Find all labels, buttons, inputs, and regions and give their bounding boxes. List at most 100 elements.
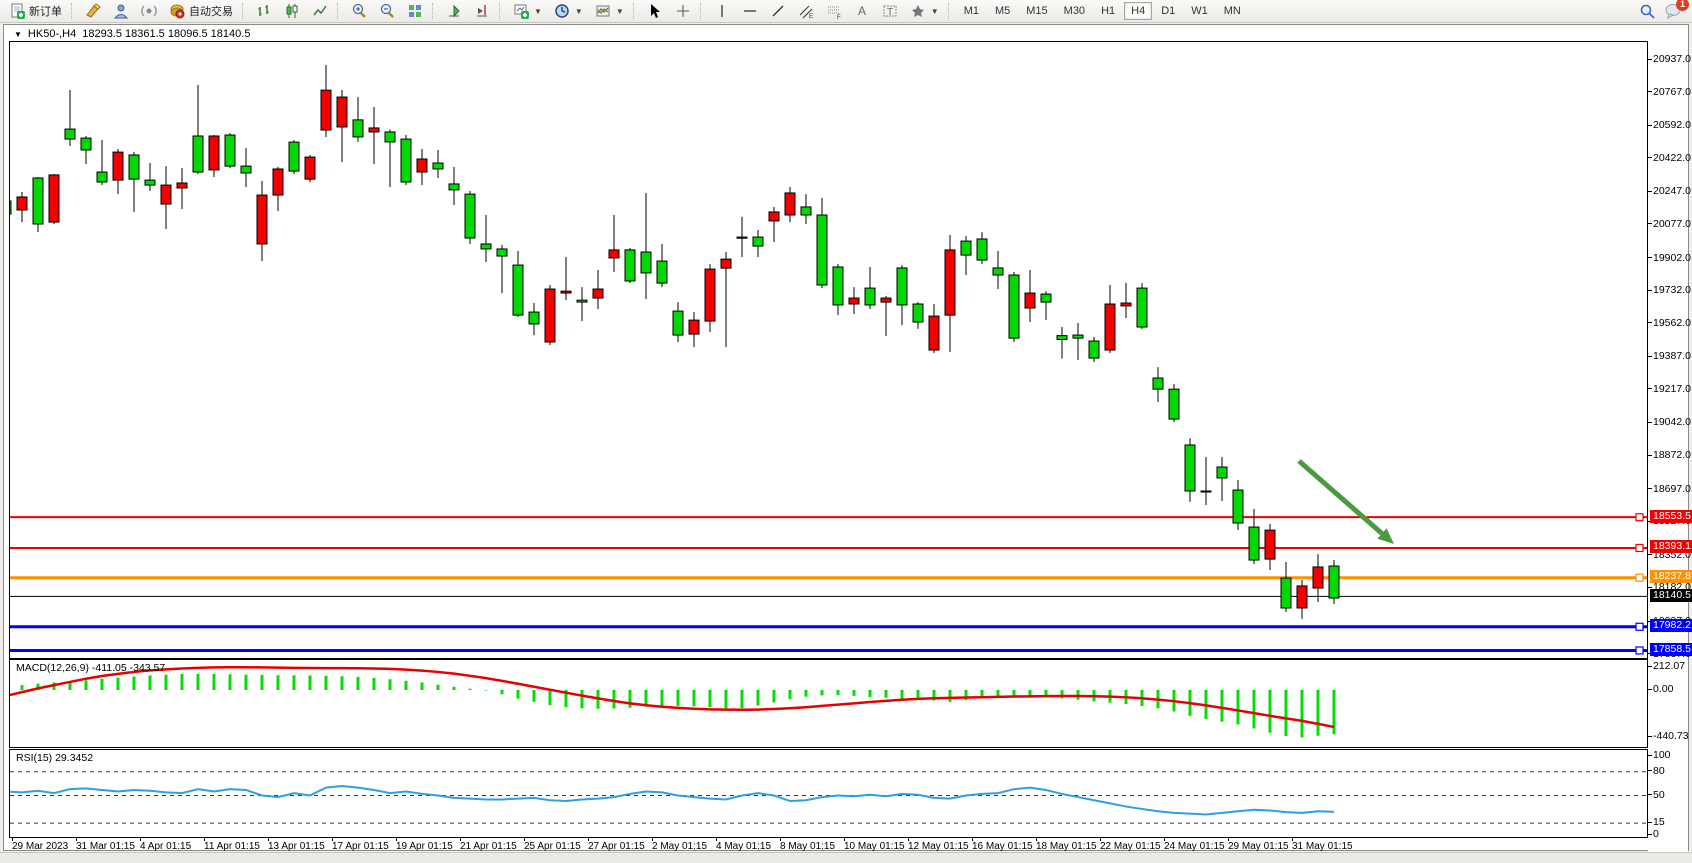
toolbar-separator — [337, 3, 342, 19]
time-tick-label: 8 May 01:15 — [780, 841, 836, 852]
chart-window: ▼ HK50-,H4 18293.5 18361.5 18096.5 18140… — [0, 24, 1692, 852]
axis-tick-label: 19902.0 — [1653, 251, 1691, 264]
chevron-down-icon: ▼ — [615, 6, 624, 16]
channel-tool-button[interactable]: E — [793, 1, 819, 21]
auto-scroll-button[interactable] — [441, 1, 467, 21]
text-tool-button[interactable]: A — [849, 1, 875, 21]
line-chart-mode-button[interactable] — [307, 1, 333, 21]
tile-windows-button[interactable] — [402, 1, 428, 21]
fibonacci-icon: F — [826, 3, 842, 19]
level-price-label: 18553.5 — [1650, 509, 1692, 523]
crosshair-tool-button[interactable] — [670, 1, 696, 21]
toolbar-separator — [632, 3, 638, 19]
zoom-in-icon — [351, 3, 367, 19]
timeframe-m5[interactable]: M5 — [994, 5, 1011, 17]
brush-button[interactable] — [80, 1, 106, 21]
axis-tick-label: 20937.0 — [1653, 53, 1691, 66]
axis-tick-label: 212.07 — [1653, 660, 1686, 673]
zoom-in-button[interactable] — [346, 1, 372, 21]
signal-button[interactable] — [136, 1, 162, 21]
vertical-line-tool-button[interactable] — [709, 1, 735, 21]
new-chart-button[interactable]: ▼ — [508, 1, 547, 21]
axis-tick-label: 20422.0 — [1653, 151, 1691, 164]
timeframe-m1[interactable]: M1 — [963, 5, 979, 17]
auto-trading-button[interactable]: 自动交易 — [164, 1, 238, 21]
time-axis[interactable]: 29 Mar 2023 31 Mar 01:15 4 Apr 01:15 11 Apr… — [9, 837, 1648, 852]
axis-tick-label: 20077.0 — [1653, 217, 1691, 230]
cursor-icon — [647, 3, 663, 19]
down-arrow-annotation — [1377, 528, 1394, 544]
axis-tick-label: 18697.0 — [1653, 482, 1691, 495]
indicators-button[interactable]: ▼ — [590, 1, 629, 21]
price-axis[interactable]: 20937.0 20767.0 20592.0 20422.0 20247.0 20077… — [1648, 41, 1692, 852]
timeframe-h4[interactable]: H4 — [1124, 2, 1153, 20]
notification-badge: 1 — [1676, 0, 1689, 11]
auto-scroll-icon — [446, 3, 462, 19]
toolbar-separator — [947, 3, 953, 19]
profile-button[interactable] — [108, 1, 134, 21]
new-order-icon — [9, 3, 25, 19]
axis-tick-label: 50 — [1653, 788, 1665, 801]
time-tick-label: 29 Mar 2023 — [12, 841, 69, 852]
axis-tick-label: 20247.0 — [1653, 185, 1691, 198]
text-icon: A — [854, 3, 870, 19]
candlestick-chart — [0, 65, 1647, 655]
level-price-label: 18393.1 — [1650, 540, 1692, 554]
shift-chart-button[interactable] — [469, 1, 495, 21]
rsi-chart — [5, 771, 1647, 824]
axis-tick-label: 15 — [1653, 816, 1665, 829]
profile-icon — [113, 3, 129, 19]
chat-button[interactable]: 1 — [1664, 0, 1689, 19]
line-chart-icon — [312, 3, 328, 19]
axis-tick-label: 0.00 — [1653, 683, 1674, 695]
periods-clock-icon — [554, 3, 570, 19]
timeframe-d1[interactable]: D1 — [1161, 5, 1176, 17]
arrows-icon — [910, 3, 926, 19]
timeframe-w1[interactable]: W1 — [1191, 5, 1208, 17]
tile-windows-icon — [407, 3, 423, 19]
candlestick-mode-button[interactable] — [279, 1, 305, 21]
time-tick-label: 18 May 01:15 — [1036, 841, 1097, 852]
axis-tick-label: 19732.0 — [1653, 284, 1691, 297]
time-tick-label: 17 Apr 01:15 — [332, 841, 389, 852]
collapse-triangle-icon[interactable]: ▼ — [14, 29, 22, 39]
axis-tick-label: 20767.0 — [1653, 85, 1691, 98]
status-strip — [0, 852, 1692, 863]
time-tick-label: 27 Apr 01:15 — [588, 841, 645, 852]
time-tick-label: 10 May 01:15 — [844, 841, 905, 852]
periods-button[interactable]: ▼ — [549, 1, 588, 21]
horizontal-line-tool-button[interactable] — [737, 1, 763, 21]
time-tick-label: 31 Mar 01:15 — [76, 841, 135, 852]
bar-chart-mode-button[interactable] — [251, 1, 277, 21]
rsi-pane[interactable]: RSI(15) 29.3452 — [5, 749, 1648, 838]
text-label-tool-button[interactable]: T — [877, 1, 903, 21]
rsi-indicator-label: RSI(15) 29.3452 — [16, 752, 94, 764]
search-icon[interactable] — [1639, 3, 1656, 20]
chevron-down-icon: ▼ — [930, 6, 939, 16]
equidistant-channel-icon: E — [798, 3, 814, 19]
cursor-tool-button[interactable] — [642, 1, 668, 21]
axis-tick-label: -440.73 — [1653, 730, 1689, 743]
time-tick-label: 31 May 01:15 — [1292, 841, 1353, 852]
time-tick-label: 13 Apr 01:15 — [268, 841, 325, 852]
new-order-label: 新订单 — [29, 6, 62, 18]
timeframe-mn[interactable]: MN — [1223, 5, 1241, 17]
fibonacci-tool-button[interactable]: F — [821, 1, 847, 21]
zoom-out-button[interactable] — [374, 1, 400, 21]
new-order-button[interactable]: 新订单 — [4, 1, 67, 21]
zoom-out-icon — [379, 3, 395, 19]
price-chart-pane[interactable] — [0, 41, 1648, 659]
timeframe-m30[interactable]: M30 — [1063, 5, 1086, 17]
arrows-tool-button[interactable]: ▼ — [905, 1, 944, 21]
auto-trading-label: 自动交易 — [189, 6, 233, 18]
macd-chart — [4, 665, 1336, 738]
axis-tick-label: 19217.0 — [1653, 382, 1691, 395]
trendline-tool-button[interactable] — [765, 1, 791, 21]
macd-pane[interactable]: MACD(12,26,9) -411.05 -343.57 — [4, 659, 1648, 748]
svg-text:A: A — [858, 4, 866, 18]
level-price-label: 18237.8 — [1650, 570, 1692, 584]
axis-tick-label: 0 — [1653, 828, 1659, 840]
timeframe-m15[interactable]: M15 — [1026, 5, 1048, 17]
timeframe-h1[interactable]: H1 — [1101, 5, 1116, 17]
svg-text:E: E — [809, 14, 813, 19]
